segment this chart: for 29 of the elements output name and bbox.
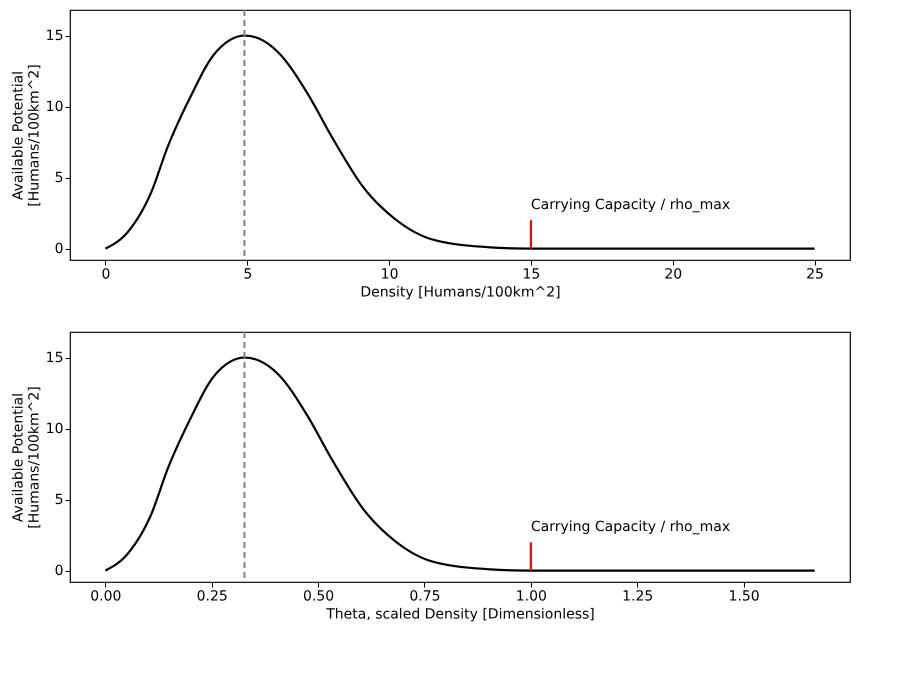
- y-tick-label: 5: [54, 492, 64, 508]
- x-tick-label: 1.50: [728, 588, 760, 604]
- x-tick-label: 0: [101, 266, 110, 282]
- x-axis-title: Theta, scaled Density [Dimensionless]: [325, 606, 595, 622]
- line-series: [104, 34, 816, 250]
- y-axis-title: Available Potential [Humans/100km^2]: [10, 386, 43, 529]
- x-tick-label: 10: [380, 266, 399, 282]
- x-tick-label: 0.50: [303, 588, 334, 604]
- annotation: Carrying Capacity / rho_max: [530, 197, 730, 214]
- x-tick-label: 20: [664, 266, 682, 282]
- x-tick-label: 5: [243, 266, 252, 282]
- line-series: [104, 356, 816, 572]
- y-tick-label: 10: [46, 421, 64, 438]
- y-tick-label: 15: [46, 28, 64, 44]
- x-axis-title: Density [Humans/100km^2]: [360, 284, 561, 300]
- y-tick-label: 10: [46, 99, 64, 116]
- x-tick-label: 1.00: [516, 588, 547, 604]
- x-tick-label: 15: [522, 266, 540, 282]
- annotation: Carrying Capacity / rho_max: [530, 519, 730, 536]
- y-tick-label: 15: [46, 350, 64, 366]
- x-tick-label: 0.25: [196, 588, 228, 604]
- x-tick-label: 0.00: [90, 588, 122, 604]
- y-tick-label: 0: [54, 563, 64, 580]
- y-tick-label: 0: [54, 241, 64, 258]
- x-tick-label: 0.75: [409, 588, 441, 604]
- y-tick-label: 5: [54, 170, 64, 186]
- x-tick-label: 1.25: [622, 588, 654, 604]
- y-axis-title: Available Potential [Humans/100km^2]: [10, 64, 43, 207]
- x-tick-label: 25: [806, 266, 824, 282]
